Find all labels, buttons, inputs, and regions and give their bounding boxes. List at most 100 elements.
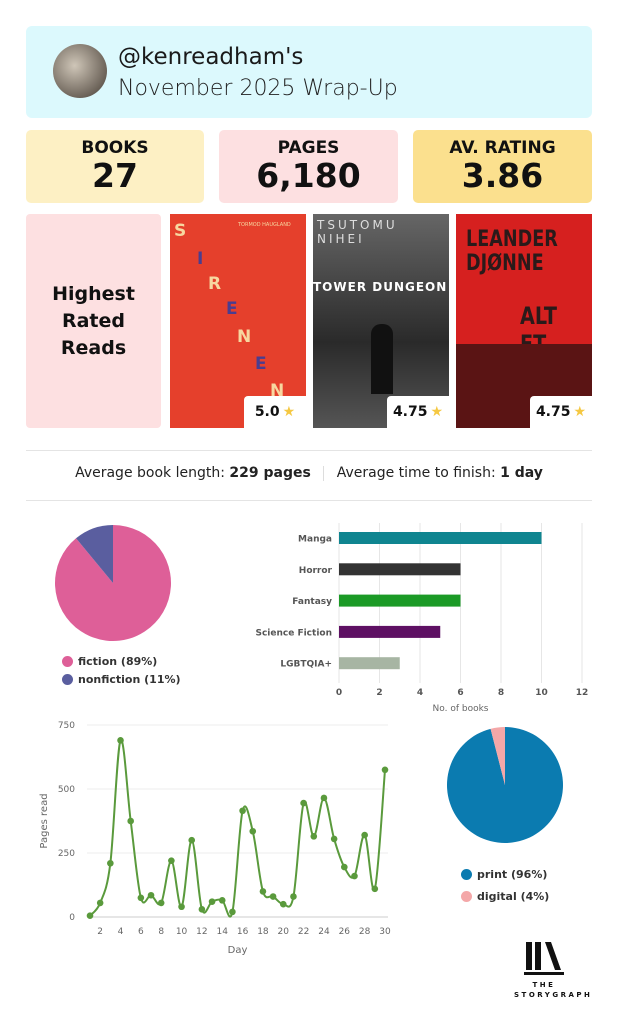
- data-point: [107, 859, 114, 867]
- x-tick-label: 30: [379, 927, 391, 937]
- legend-label: nonfiction (11%): [78, 673, 181, 686]
- avg-time-label: Average time to finish:: [336, 465, 496, 481]
- highest-rated-label: Highest Rated Reads: [26, 214, 161, 428]
- genre-bar-chart: 0 2 4 6 8 10 12 Manga Horror Fantasy Science Ficti…: [255, 523, 588, 714]
- stat-value: 3.86: [461, 156, 544, 195]
- stat-value: 6,180: [256, 156, 361, 195]
- y-tick-label: 500: [58, 785, 75, 795]
- category-label: Horror: [299, 566, 333, 576]
- data-point: [310, 833, 318, 840]
- data-point: [269, 893, 277, 900]
- x-tick-label: 14: [217, 927, 229, 937]
- x-axis-label: No. of books: [433, 704, 489, 714]
- logo-text: THE STORYGRAPH: [514, 981, 593, 999]
- data-point: [96, 899, 104, 907]
- logo-icon: [524, 942, 564, 975]
- avatar[interactable]: [53, 44, 107, 98]
- data-point: [147, 891, 155, 899]
- book-cover-tower-dungeon[interactable]: TSUTOMU NIHEI TOWER DUNGEON 3 4.75 ★: [313, 214, 449, 428]
- pie-slice: [490, 727, 505, 785]
- rating-value: 4.75: [535, 404, 571, 420]
- legend-label: print (96%): [477, 868, 548, 881]
- stat-value: 27: [92, 156, 138, 195]
- y-axis-label: Pages read: [39, 793, 50, 848]
- data-point: [229, 908, 236, 916]
- cover-author: TORMOD HAUGLAND: [238, 222, 291, 228]
- x-tick-label: 8: [158, 927, 164, 937]
- legend-item: fiction (89%): [62, 655, 157, 668]
- y-tick-label: 750: [58, 721, 75, 731]
- bar: [339, 594, 461, 607]
- stat-pages: PAGES 6,180: [219, 130, 398, 203]
- data-point: [218, 897, 226, 904]
- data-point: [178, 903, 185, 911]
- legend-swatch: [62, 656, 73, 667]
- x-tick-label: 12: [196, 927, 207, 937]
- category-label: Science Fiction: [255, 628, 332, 638]
- x-tick-label: 24: [318, 927, 330, 937]
- divider: [26, 500, 592, 501]
- data-point: [259, 888, 267, 895]
- highest-rated-text: Highest Rated Reads: [52, 282, 135, 359]
- data-point: [239, 807, 246, 815]
- star-icon: ★: [430, 404, 444, 420]
- x-tick-label: 6: [457, 688, 463, 698]
- legend-swatch: [62, 674, 73, 685]
- y-tick-label: 250: [58, 849, 75, 859]
- avg-length-value: 229 pages: [229, 465, 311, 481]
- data-point: [137, 894, 145, 902]
- x-tick-label: 18: [257, 927, 269, 937]
- username: @kenreadham's: [118, 44, 304, 70]
- separator: [323, 465, 325, 481]
- rating-badge: 4.75 ★: [530, 396, 592, 428]
- x-tick-label: 20: [278, 927, 290, 937]
- data-point: [300, 799, 307, 807]
- data-point: [361, 831, 368, 839]
- book-cover-alt-et[interactable]: LEANDER DJØNNE ALT ET 4.75★: [456, 214, 592, 428]
- bar: [339, 625, 441, 638]
- x-tick-label: 4: [417, 688, 423, 698]
- x-tick-label: 16: [237, 927, 249, 937]
- stat-rating: AV. RATING 3.86: [413, 130, 592, 203]
- cover-author: LEANDER DJØNNE: [466, 227, 558, 276]
- data-point: [198, 906, 206, 913]
- stat-label: AV. RATING: [449, 138, 556, 158]
- bar: [339, 563, 461, 576]
- cover-title: TOWER DUNGEON 3: [313, 280, 449, 294]
- svg-text:S: S: [174, 221, 186, 241]
- divider: [26, 450, 592, 451]
- star-icon: ★: [282, 404, 296, 420]
- data-point: [320, 794, 328, 802]
- storygraph-logo[interactable]: THE STORYGRAPH: [496, 940, 592, 1000]
- legend-item: nonfiction (11%): [62, 673, 181, 686]
- cover-author: TSUTOMU NIHEI: [317, 218, 398, 246]
- star-icon: ★: [573, 404, 587, 420]
- legend-label: digital (4%): [477, 890, 550, 903]
- legend-label: fiction (89%): [78, 655, 158, 668]
- rating-value: 4.75: [392, 404, 428, 420]
- stat-label: BOOKS: [81, 138, 149, 158]
- cover-art: SI RE NE N: [174, 221, 284, 401]
- avg-length-label: Average book length:: [75, 465, 225, 481]
- legend-item: print (96%): [461, 868, 547, 881]
- category-label: LGBTQIA+: [280, 660, 332, 670]
- x-tick-label: 8: [498, 688, 504, 698]
- x-tick-label: 2: [376, 688, 382, 698]
- format-pie-chart: [447, 727, 563, 843]
- data-point: [341, 863, 348, 871]
- averages-row: Average book length: 229 pages Average t…: [26, 465, 592, 481]
- bar: [339, 657, 400, 670]
- legend-swatch: [461, 869, 472, 880]
- data-point: [157, 899, 165, 907]
- x-tick-label: 2: [97, 927, 103, 937]
- data-point: [127, 817, 134, 825]
- svg-text:R: R: [208, 274, 221, 294]
- category-label: Manga: [298, 535, 332, 545]
- x-tick-label: 10: [176, 927, 188, 937]
- data-point: [371, 885, 379, 893]
- rating-value: 5.0: [254, 404, 280, 420]
- fiction-pie-chart: [55, 525, 171, 641]
- y-tick-label: 0: [69, 913, 75, 923]
